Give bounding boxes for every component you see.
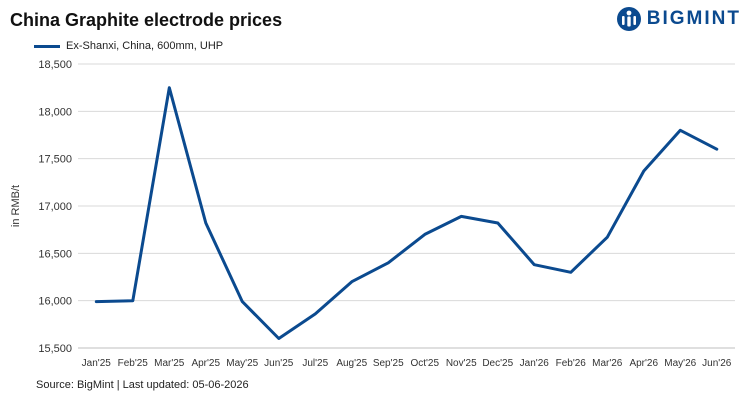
x-tick-label: Aug'25 <box>336 358 367 369</box>
y-tick-label: 18,500 <box>38 59 72 71</box>
y-tick-label: 18,000 <box>38 106 72 118</box>
bigmint-logo-icon <box>616 7 641 31</box>
y-tick-label: 17,000 <box>38 201 72 213</box>
x-tick-label: Feb'25 <box>118 358 149 369</box>
x-tick-label: Mar'26 <box>592 358 623 369</box>
logo-text: BIGMINT <box>646 8 741 29</box>
x-tick-label: Feb'26 <box>556 358 587 369</box>
x-tick-label: Mar'25 <box>154 358 185 369</box>
legend: Ex-Shanxi, China, 600mm, UHP <box>34 40 223 52</box>
x-tick-label: Apr'25 <box>191 358 220 369</box>
chart-title: China Graphite electrode prices <box>10 10 283 30</box>
x-tick-label: May'25 <box>226 358 258 369</box>
x-tick-label: Jan'26 <box>520 358 550 369</box>
x-tick-label: Jan'25 <box>82 358 112 369</box>
source-note: Source: BigMint | Last updated: 05-06-20… <box>36 379 249 391</box>
x-tick-label: Sep'25 <box>373 358 404 369</box>
y-tick-label: 15,500 <box>38 343 72 355</box>
series-line <box>94 86 719 340</box>
y-tick-label: 17,500 <box>38 154 72 166</box>
legend-swatch <box>34 44 60 48</box>
legend-label: Ex-Shanxi, China, 600mm, UHP <box>66 40 224 52</box>
x-tick-label: Jul'25 <box>302 358 328 369</box>
x-tick-label: May'26 <box>664 358 696 369</box>
x-tick-label: Jun'25 <box>264 358 294 369</box>
brand-logo: BIGMINT <box>616 6 741 32</box>
y-axis-label: in RMB/t <box>10 185 22 227</box>
x-tick-label: Dec'25 <box>482 358 513 369</box>
y-tick-label: 16,500 <box>38 248 72 260</box>
x-tick-label: Oct'25 <box>410 358 439 369</box>
x-tick-label: Nov'25 <box>446 358 477 369</box>
x-tick-label: Jun'26 <box>702 358 732 369</box>
x-tick-label: Apr'26 <box>629 358 658 369</box>
y-tick-label: 16,000 <box>38 296 72 308</box>
